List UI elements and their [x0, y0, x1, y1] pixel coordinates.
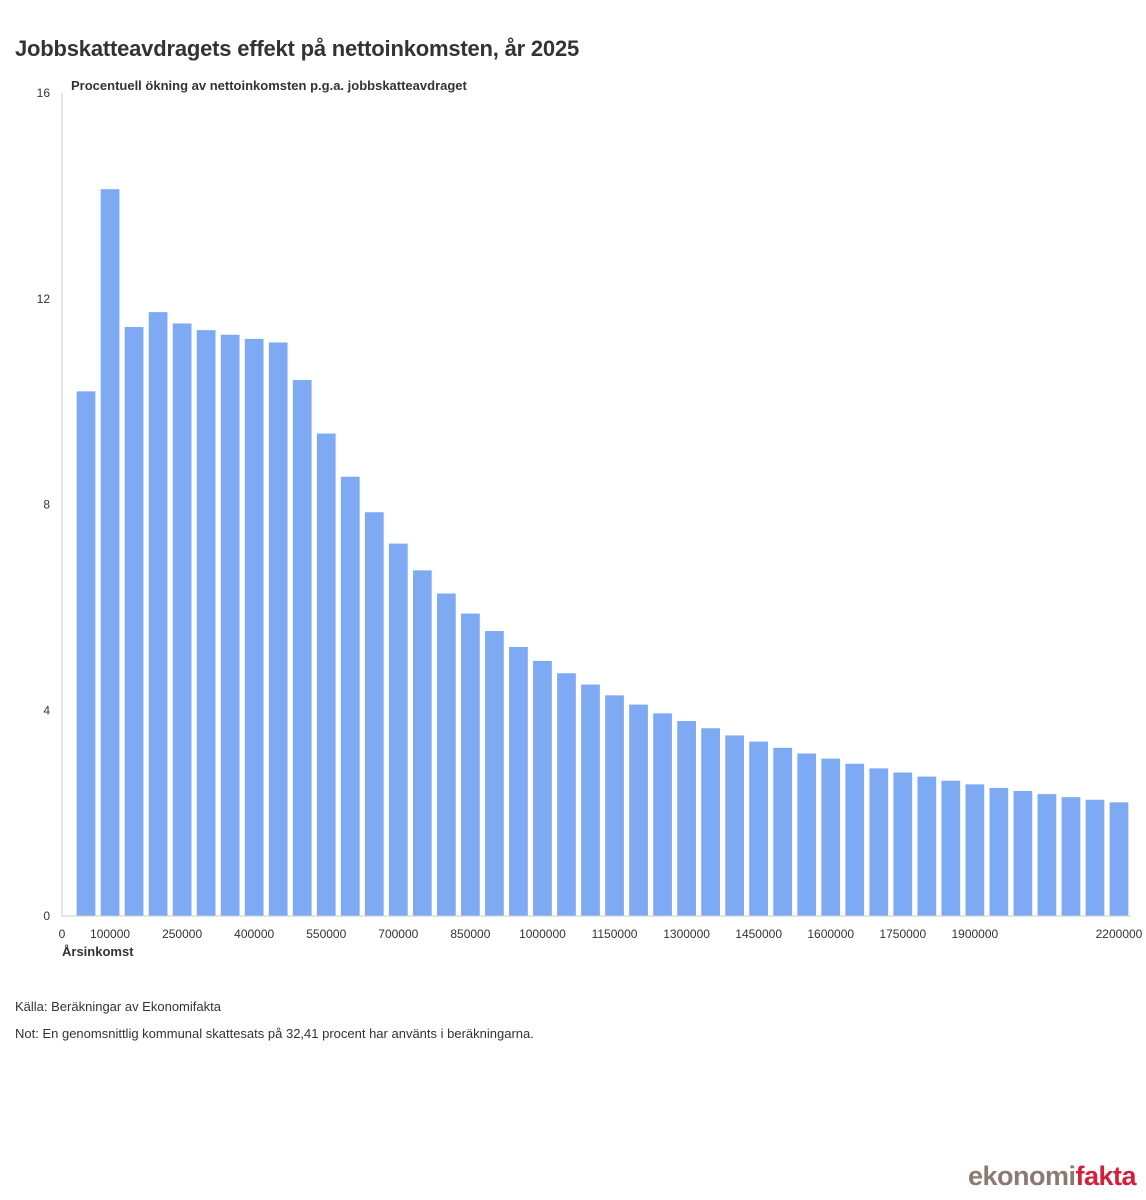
x-tick-label: 250000: [162, 927, 202, 941]
bar[interactable]: [1109, 802, 1129, 916]
logo-part-ekonomi: ekonomi: [967, 1161, 1076, 1191]
logo-part-fakta: fakta: [1075, 1161, 1136, 1191]
bar[interactable]: [364, 512, 384, 916]
bar[interactable]: [76, 391, 96, 917]
ekonomifakta-logo: ekonomifakta: [967, 1161, 1137, 1192]
bar[interactable]: [941, 780, 961, 916]
x-tick-label: 1300000: [663, 927, 710, 941]
x-tick-label: 400000: [234, 927, 274, 941]
bar[interactable]: [388, 543, 408, 916]
y-tick-label: 4: [43, 703, 50, 717]
bar[interactable]: [845, 763, 865, 916]
y-tick-label: 12: [37, 292, 51, 306]
bar[interactable]: [797, 753, 817, 916]
bar[interactable]: [1085, 799, 1105, 916]
bar[interactable]: [340, 476, 360, 916]
bar[interactable]: [268, 342, 288, 917]
y-tick-label: 8: [43, 498, 50, 512]
bar[interactable]: [677, 721, 696, 916]
x-axis-title: Årsinkomst: [62, 944, 134, 959]
bar[interactable]: [461, 613, 480, 916]
y-tick-label: 16: [37, 86, 51, 100]
chart-title: Jobbskatteavdragets effekt på nettoinkom…: [15, 36, 580, 61]
bar[interactable]: [581, 684, 600, 916]
x-tick-label: 1450000: [735, 927, 782, 941]
bar[interactable]: [220, 334, 240, 916]
bar[interactable]: [172, 323, 192, 916]
bar[interactable]: [629, 704, 648, 916]
bar[interactable]: [509, 646, 528, 916]
bar[interactable]: [773, 747, 793, 916]
bar[interactable]: [1013, 791, 1033, 916]
bar[interactable]: [485, 631, 504, 916]
x-tick-label: 1150000: [592, 927, 638, 941]
bar[interactable]: [436, 593, 456, 916]
bar[interactable]: [869, 768, 889, 916]
bar[interactable]: [653, 713, 672, 916]
x-tick-label: 1900000: [951, 927, 998, 941]
bar[interactable]: [989, 787, 1009, 916]
bar[interactable]: [701, 728, 720, 916]
bar[interactable]: [749, 741, 769, 916]
bar[interactable]: [821, 758, 841, 916]
y-axis-title: Procentuell ökning av nettoinkomsten p.g…: [71, 78, 468, 93]
bar[interactable]: [1037, 794, 1057, 916]
bar[interactable]: [1061, 797, 1081, 916]
x-tick-label: 1000000: [519, 927, 566, 941]
x-tick-label: 100000: [90, 927, 130, 941]
bar[interactable]: [557, 673, 576, 916]
x-tick-label: 550000: [306, 927, 346, 941]
x-tick-label: 1750000: [879, 927, 926, 941]
x-tick-label: 2200000: [1096, 927, 1143, 941]
bar[interactable]: [292, 380, 312, 916]
x-tick-label: 1600000: [807, 927, 854, 941]
x-tick-label: 850000: [450, 927, 490, 941]
y-tick-label: 0: [43, 909, 50, 923]
bar[interactable]: [917, 776, 937, 916]
bar[interactable]: [244, 338, 264, 916]
x-tick-label: 0: [59, 927, 66, 941]
bar[interactable]: [533, 660, 552, 916]
bar[interactable]: [412, 570, 432, 916]
bar[interactable]: [100, 189, 120, 916]
bar[interactable]: [148, 312, 168, 916]
bar[interactable]: [893, 772, 913, 916]
bar[interactable]: [316, 433, 336, 916]
footnote: Not: En genomsnittlig kommunal skattesat…: [15, 1026, 534, 1041]
bar-chart: Procentuell ökning av nettoinkomsten p.g…: [37, 78, 1143, 959]
x-tick-label: 700000: [378, 927, 418, 941]
bar[interactable]: [196, 330, 216, 916]
bar[interactable]: [965, 784, 985, 916]
source-note: Källa: Beräkningar av Ekonomifakta: [15, 999, 221, 1014]
bar[interactable]: [605, 695, 624, 916]
bar[interactable]: [124, 327, 144, 916]
bar[interactable]: [725, 735, 744, 916]
